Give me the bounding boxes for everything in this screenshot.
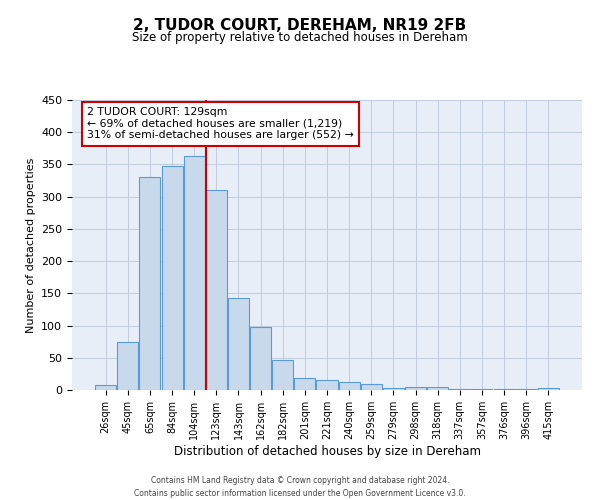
Bar [515,389,536,390]
Bar [472,389,493,390]
Bar [295,378,316,390]
Bar [361,384,382,390]
Bar [427,387,448,390]
Bar [538,388,559,390]
Bar [184,156,205,390]
Bar [449,388,470,390]
Bar [118,342,139,390]
Text: Contains HM Land Registry data © Crown copyright and database right 2024.
Contai: Contains HM Land Registry data © Crown c… [134,476,466,498]
Bar [338,382,359,390]
Text: Size of property relative to detached houses in Dereham: Size of property relative to detached ho… [132,31,468,44]
X-axis label: Distribution of detached houses by size in Dereham: Distribution of detached houses by size … [173,444,481,458]
Bar [494,389,515,390]
Bar [206,190,227,390]
Bar [139,178,160,390]
Bar [95,386,116,390]
Bar [228,298,249,390]
Bar [405,387,426,390]
Bar [250,328,271,390]
Bar [383,388,404,390]
Bar [316,380,338,390]
Bar [161,166,182,390]
Text: 2 TUDOR COURT: 129sqm
← 69% of detached houses are smaller (1,219)
31% of semi-d: 2 TUDOR COURT: 129sqm ← 69% of detached … [88,108,354,140]
Text: 2, TUDOR COURT, DEREHAM, NR19 2FB: 2, TUDOR COURT, DEREHAM, NR19 2FB [133,18,467,32]
Y-axis label: Number of detached properties: Number of detached properties [26,158,35,332]
Bar [272,360,293,390]
